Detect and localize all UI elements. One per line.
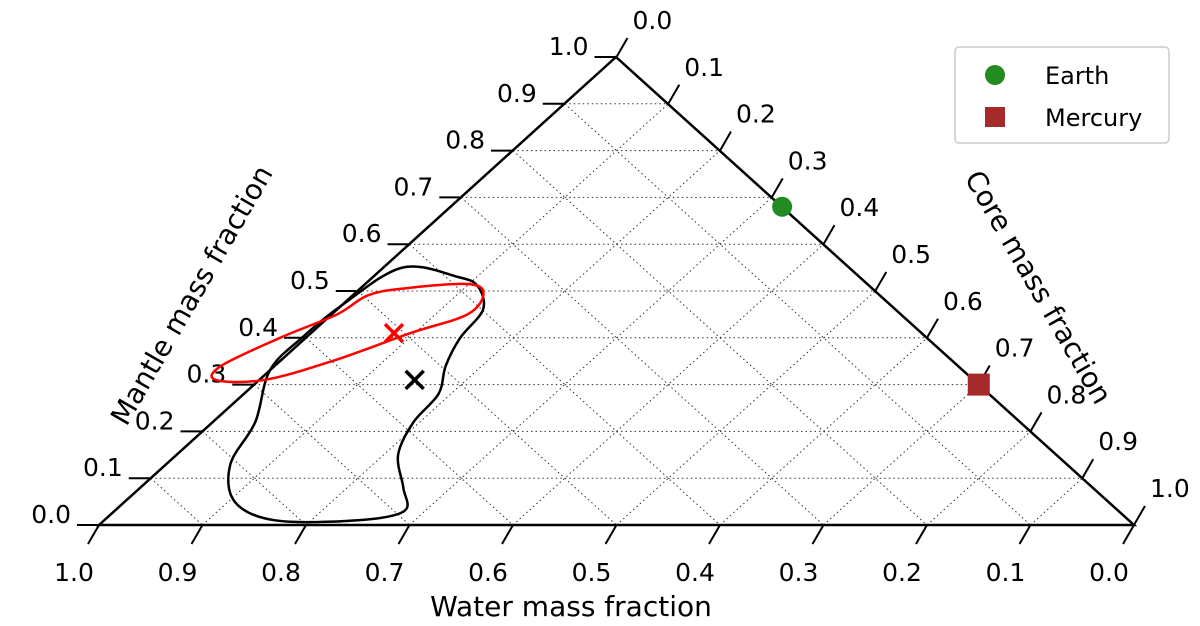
grid-line bbox=[926, 431, 1031, 526]
core-tick-label: 0.8 bbox=[1047, 380, 1087, 409]
water-tick-label: 0.5 bbox=[572, 558, 612, 587]
water-tick-label: 0.7 bbox=[365, 558, 405, 587]
legend-mercury-label: Mercury bbox=[1045, 104, 1142, 132]
water-tick-label: 0.4 bbox=[675, 558, 715, 587]
core-tick-label: 0.1 bbox=[684, 53, 724, 82]
water-tick bbox=[501, 524, 514, 545]
mercury-point bbox=[967, 373, 990, 396]
mantle-tick-label: 0.2 bbox=[135, 406, 175, 435]
core-tick-label: 0.3 bbox=[788, 146, 828, 175]
core-tick bbox=[770, 177, 784, 198]
grid-line bbox=[409, 197, 773, 526]
grid-line bbox=[1030, 477, 1083, 526]
contours bbox=[210, 265, 486, 524]
mantle-tick-label: 0.0 bbox=[31, 500, 71, 529]
water-tick-label: 0.6 bbox=[468, 558, 508, 587]
water-tick bbox=[811, 524, 825, 545]
mantle-tick-label: 0.6 bbox=[342, 219, 382, 248]
legend-box bbox=[954, 46, 1170, 144]
water-tick-label: 0.3 bbox=[779, 558, 819, 587]
water-tick bbox=[604, 524, 618, 545]
core-tick-label: 0.5 bbox=[891, 240, 931, 269]
water-tick-label: 0.8 bbox=[261, 558, 301, 587]
water-tick bbox=[915, 524, 928, 545]
water-tick-label: 1.0 bbox=[54, 558, 94, 587]
water-axis-label: Water mass fraction bbox=[430, 590, 712, 623]
core-tick bbox=[874, 271, 888, 292]
legend: Earth Mercury bbox=[954, 46, 1170, 144]
core-tick-label: 0.7 bbox=[995, 334, 1035, 363]
water-tick bbox=[294, 524, 307, 545]
red-contour bbox=[210, 282, 485, 384]
grid-line bbox=[357, 290, 617, 526]
x-stroke bbox=[404, 369, 425, 391]
legend-earth-marker bbox=[985, 65, 1005, 85]
core-tick bbox=[719, 131, 732, 152]
core-tick-label: 0.9 bbox=[1098, 427, 1138, 456]
water-tick bbox=[1122, 524, 1135, 545]
grid-line bbox=[305, 337, 514, 526]
water-tick-label: 0.9 bbox=[158, 558, 198, 587]
mantle-tick-label: 0.3 bbox=[186, 360, 226, 389]
black-best-fit-point bbox=[404, 369, 425, 391]
core-tick bbox=[1133, 505, 1146, 526]
water-tick bbox=[1018, 524, 1032, 545]
water-tick-label: 0.1 bbox=[986, 558, 1026, 587]
mantle-tick-label: 0.5 bbox=[290, 266, 330, 295]
core-tick-label: 1.0 bbox=[1150, 474, 1190, 503]
core-tick bbox=[1029, 411, 1043, 432]
water-tick bbox=[190, 524, 204, 545]
core-tick bbox=[926, 318, 939, 339]
water-tick-label: 0.0 bbox=[1089, 558, 1129, 587]
water-tick bbox=[708, 524, 721, 545]
grid-line bbox=[460, 197, 824, 526]
grid-line bbox=[253, 384, 410, 526]
red-best-fit-point bbox=[383, 322, 405, 344]
core-tick-label: 0.4 bbox=[840, 193, 880, 222]
grid-line bbox=[823, 384, 980, 526]
grid bbox=[150, 103, 1083, 526]
core-tick-label: 0.2 bbox=[736, 100, 776, 129]
mantle-axis-label: Mantle mass fraction bbox=[104, 160, 280, 431]
grid-line bbox=[202, 431, 307, 526]
data-points bbox=[383, 196, 990, 396]
core-tick-label: 0.0 bbox=[633, 6, 673, 35]
x-stroke bbox=[383, 322, 405, 344]
grid-line bbox=[150, 477, 203, 526]
mantle-tick-label: 0.1 bbox=[83, 453, 123, 482]
grid-line bbox=[616, 290, 876, 526]
earth-point bbox=[772, 196, 793, 217]
mantle-tick-label: 0.4 bbox=[238, 313, 278, 342]
grid-line bbox=[719, 337, 928, 526]
core-tick bbox=[615, 37, 629, 58]
mantle-tick-label: 0.9 bbox=[497, 79, 537, 108]
mantle-tick-label: 1.0 bbox=[549, 32, 589, 61]
core-tick-label: 0.6 bbox=[943, 287, 983, 316]
legend-earth-label: Earth bbox=[1045, 62, 1109, 90]
black-contour bbox=[227, 265, 486, 524]
mantle-tick-label: 0.8 bbox=[445, 126, 485, 155]
tick-marks: 1.0 0.0 0.0 0.9 0.1 0.1 0.8 0.2 0.2 0.7 0.3 0.3 0.6 0… bbox=[31, 6, 1190, 587]
water-tick bbox=[87, 524, 100, 545]
legend-mercury-marker bbox=[985, 107, 1005, 127]
grid-line bbox=[202, 103, 669, 526]
mantle-tick-label: 0.7 bbox=[393, 172, 433, 201]
core-tick bbox=[1081, 458, 1095, 479]
water-tick-label: 0.2 bbox=[882, 558, 922, 587]
grid-line bbox=[564, 103, 1031, 526]
core-tick bbox=[667, 84, 681, 105]
water-tick bbox=[397, 524, 411, 545]
core-tick bbox=[822, 224, 836, 245]
